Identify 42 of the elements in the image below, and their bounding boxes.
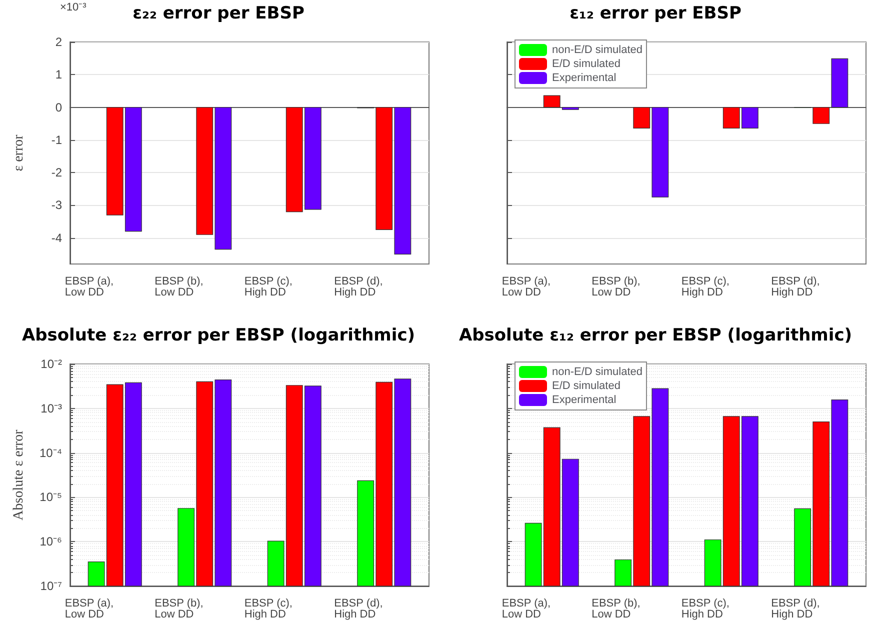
chart-title: Absolute ε₂₂ error per EBSP (logarithmic) xyxy=(22,326,416,346)
x-tick-label: EBSP (d), High DD xyxy=(334,598,383,620)
x-tick-label: EBSP (c), High DD xyxy=(244,598,292,620)
legend-label: E/D simulated xyxy=(552,380,620,392)
y-tick-label: 10⁻³ xyxy=(40,401,62,416)
x-tick-label: EBSP (b), Low DD xyxy=(592,598,640,620)
y-tick-label: -3 xyxy=(51,198,62,212)
y-tick-label: 10⁻⁷ xyxy=(40,579,62,593)
y-tick-label: -1 xyxy=(51,132,62,147)
chart-title: Absolute ε₁₂ error per EBSP (logarithmic) xyxy=(458,326,852,346)
x-tick-label: EBSP (b), Low DD xyxy=(154,276,204,298)
legend-label: non-E/D simulated xyxy=(552,366,642,378)
x-tick-label: EBSP (c), High DD xyxy=(681,276,730,298)
x-tick-label: EBSP (a), Low DD xyxy=(502,276,551,298)
chart-title: ε₁₂ error per EBSP xyxy=(570,4,742,24)
y-axis-title: Absolute ε error xyxy=(12,429,26,520)
y-tick-label: 10⁻⁴ xyxy=(39,446,62,460)
y-tick-label: 2 xyxy=(55,35,62,49)
y-tick-label: 10⁻² xyxy=(40,357,62,371)
x-tick-label: EBSP (c), High DD xyxy=(681,598,730,620)
legend-label: non-E/D simulated xyxy=(552,44,642,56)
x-tick-label: EBSP (b), Low DD xyxy=(592,276,640,298)
y-tick-label: 0 xyxy=(55,100,62,114)
x-tick-label: EBSP (d), High DD xyxy=(771,598,820,620)
legend-label: E/D simulated xyxy=(552,58,620,70)
x-tick-label: EBSP (a), Low DD xyxy=(64,276,114,298)
y-axis-title: ε error xyxy=(12,134,26,172)
y-tick-label: 10⁻⁶ xyxy=(40,534,62,549)
legend-label: Experimental xyxy=(552,394,616,406)
x-tick-label: EBSP (d), High DD xyxy=(334,276,383,298)
y-tick-label: -4 xyxy=(51,230,62,245)
x-tick-label: EBSP (d), High DD xyxy=(771,276,820,298)
y-tick-label: -2 xyxy=(51,166,62,180)
x-tick-label: EBSP (b), Low DD xyxy=(154,598,204,620)
x-tick-label: EBSP (c), High DD xyxy=(244,276,292,298)
y-tick-label: 1 xyxy=(55,68,62,82)
x-tick-label: EBSP (a), Low DD xyxy=(502,598,551,620)
text: ×10⁻³ xyxy=(60,2,87,14)
y-tick-label: 10⁻⁵ xyxy=(40,490,62,504)
x-tick-label: EBSP (a), Low DD xyxy=(64,598,114,620)
legend-label: Experimental xyxy=(552,72,616,84)
chart-title: ε₂₂ error per EBSP xyxy=(132,4,304,24)
